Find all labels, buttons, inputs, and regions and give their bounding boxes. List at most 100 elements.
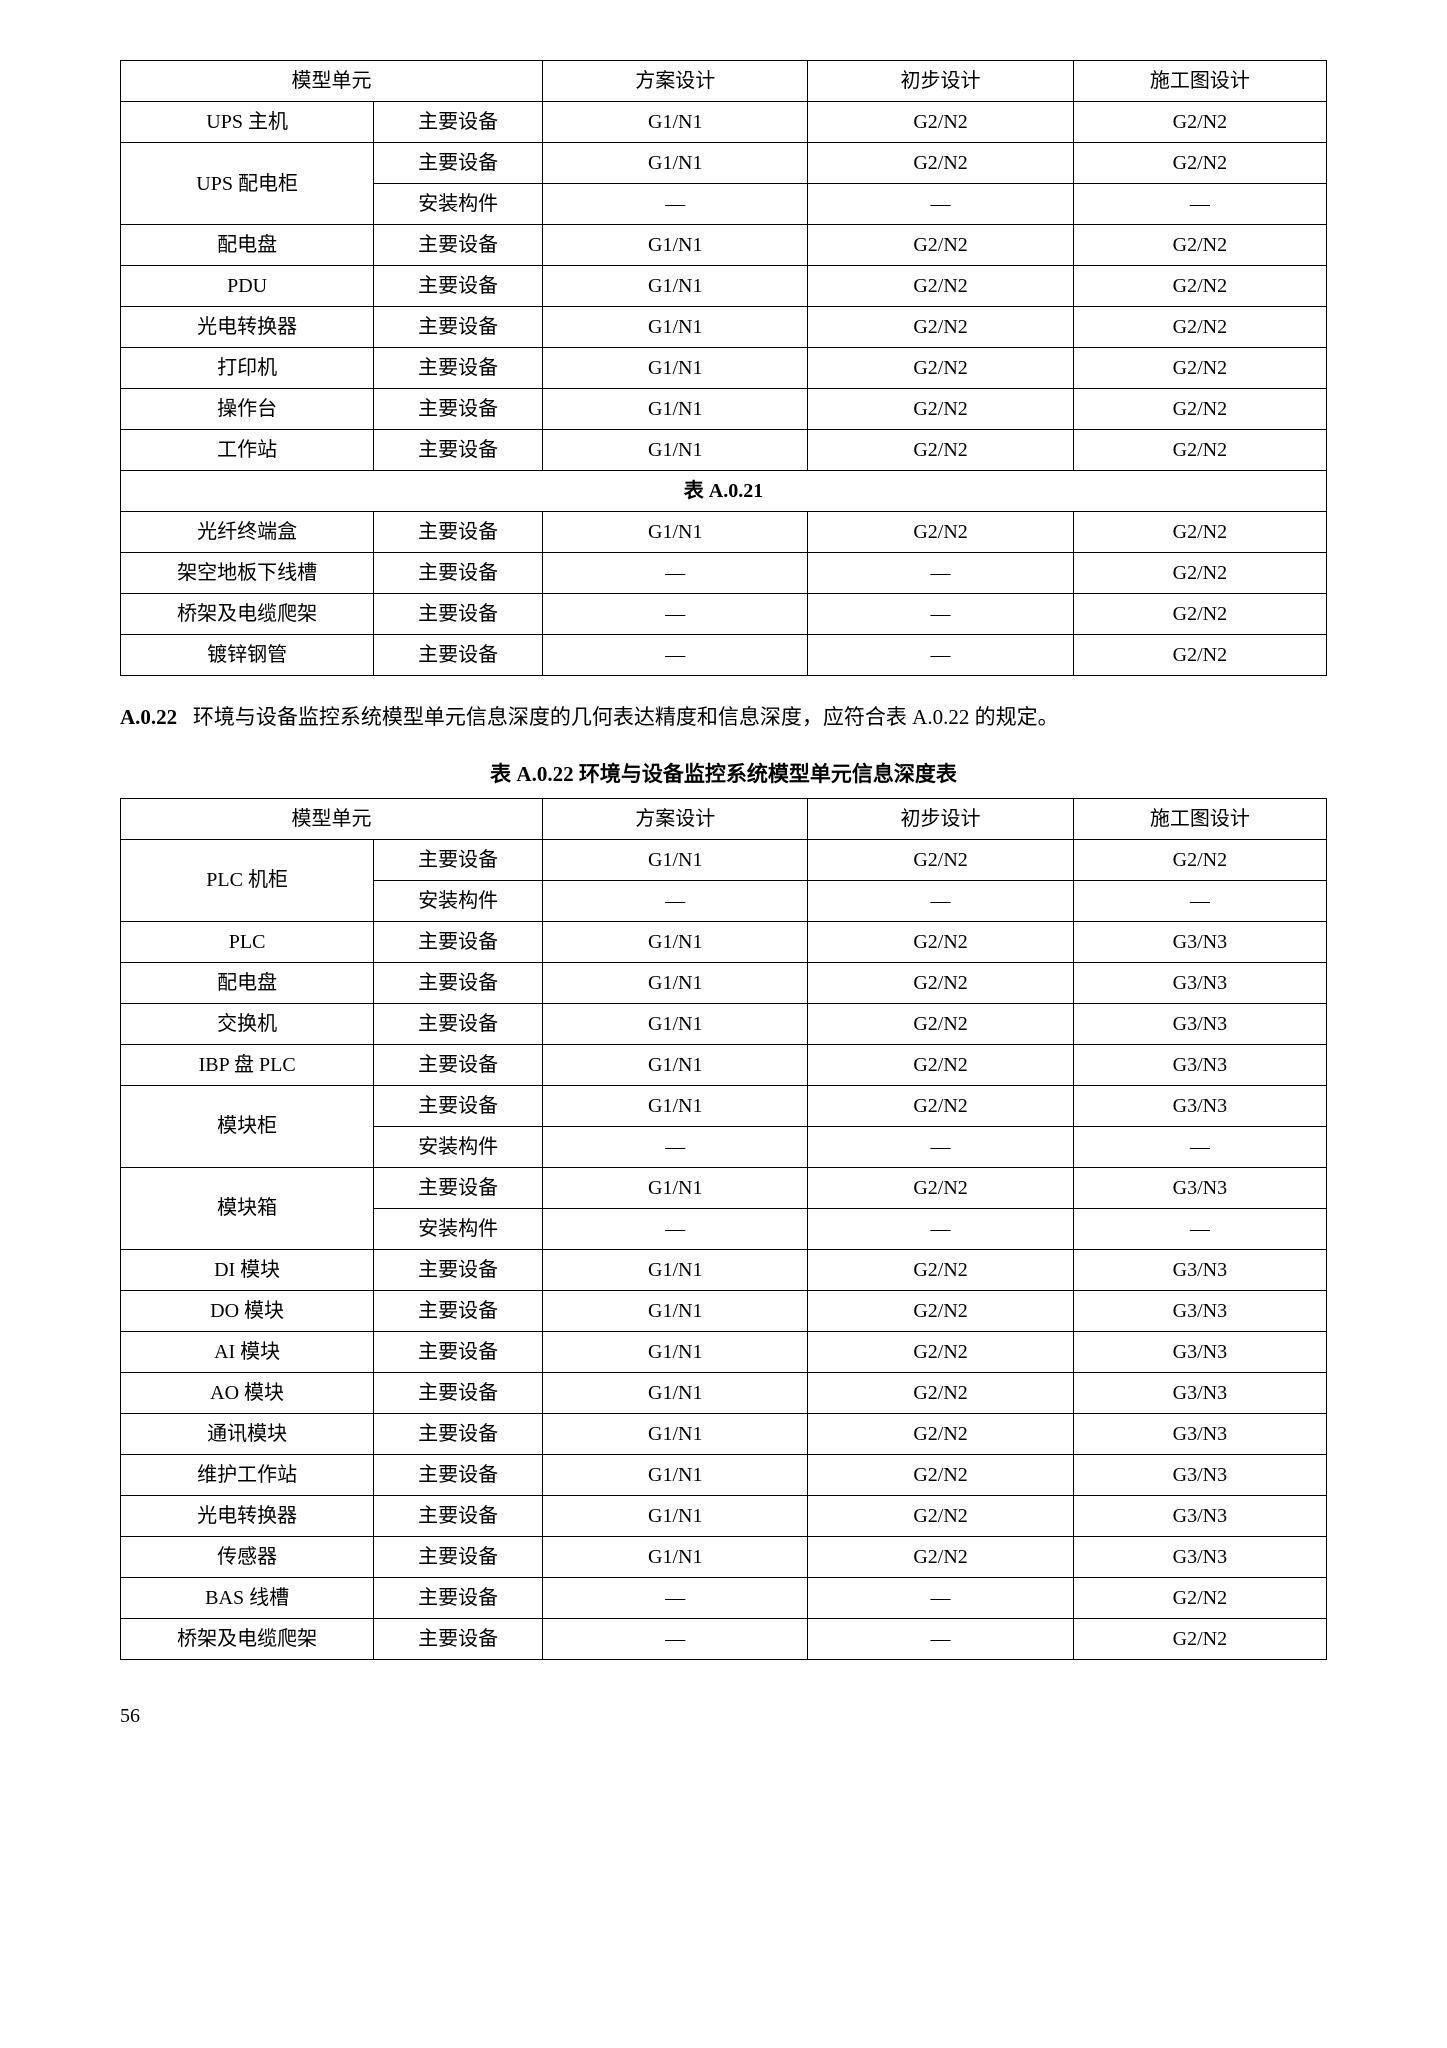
cell-value: G1/N1 <box>543 921 808 962</box>
table-row: 架空地板下线槽主要设备——G2/N2 <box>121 553 1327 594</box>
cell-value: G2/N2 <box>808 1413 1073 1454</box>
cell-type: 主要设备 <box>374 594 543 635</box>
cell-unit: IBP 盘 PLC <box>121 1044 374 1085</box>
cell-type: 主要设备 <box>374 225 543 266</box>
cell-value: G1/N1 <box>543 266 808 307</box>
cell-value: — <box>1073 1208 1326 1249</box>
cell-unit: UPS 主机 <box>121 102 374 143</box>
table-row: 桥架及电缆爬架主要设备——G2/N2 <box>121 1618 1327 1659</box>
cell-type: 主要设备 <box>374 1290 543 1331</box>
header-unit: 模型单元 <box>121 61 543 102</box>
cell-unit: 打印机 <box>121 348 374 389</box>
paragraph-text <box>182 705 193 729</box>
table-row: 工作站主要设备G1/N1G2/N2G2/N2 <box>121 430 1327 471</box>
cell-value: G1/N1 <box>543 512 808 553</box>
cell-type: 主要设备 <box>374 1577 543 1618</box>
cell-value: — <box>808 1577 1073 1618</box>
header-c3: 施工图设计 <box>1073 61 1326 102</box>
cell-type: 主要设备 <box>374 1618 543 1659</box>
cell-type: 主要设备 <box>374 1331 543 1372</box>
cell-unit: AO 模块 <box>121 1372 374 1413</box>
table-row: 模块柜主要设备G1/N1G2/N2G3/N3 <box>121 1085 1327 1126</box>
cell-unit: DO 模块 <box>121 1290 374 1331</box>
cell-value: G2/N2 <box>1073 594 1326 635</box>
cell-value: G2/N2 <box>808 348 1073 389</box>
cell-value: G2/N2 <box>1073 143 1326 184</box>
cell-value: G1/N1 <box>543 1249 808 1290</box>
cell-value: — <box>543 635 808 676</box>
cell-value: G2/N2 <box>1073 553 1326 594</box>
cell-type: 主要设备 <box>374 635 543 676</box>
table-row: 操作台主要设备G1/N1G2/N2G2/N2 <box>121 389 1327 430</box>
cell-unit: 通讯模块 <box>121 1413 374 1454</box>
cell-type: 主要设备 <box>374 266 543 307</box>
cell-type: 主要设备 <box>374 1413 543 1454</box>
cell-value: — <box>808 880 1073 921</box>
cell-type: 主要设备 <box>374 430 543 471</box>
cell-value: G2/N2 <box>1073 430 1326 471</box>
table-row: 配电盘主要设备G1/N1G2/N2G3/N3 <box>121 962 1327 1003</box>
table-row: IBP 盘 PLC主要设备G1/N1G2/N2G3/N3 <box>121 1044 1327 1085</box>
cell-type: 主要设备 <box>374 102 543 143</box>
cell-value: G2/N2 <box>808 225 1073 266</box>
cell-value: G1/N1 <box>543 1167 808 1208</box>
table-section-divider: 表 A.0.21 <box>121 471 1327 512</box>
cell-value: — <box>543 1618 808 1659</box>
cell-value: G1/N1 <box>543 1413 808 1454</box>
cell-type: 主要设备 <box>374 1085 543 1126</box>
cell-value: G1/N1 <box>543 1372 808 1413</box>
cell-value: G2/N2 <box>1073 266 1326 307</box>
cell-type: 主要设备 <box>374 1167 543 1208</box>
cell-value: G3/N3 <box>1073 1167 1326 1208</box>
cell-value: G2/N2 <box>808 266 1073 307</box>
cell-value: G2/N2 <box>1073 307 1326 348</box>
cell-value: G3/N3 <box>1073 1372 1326 1413</box>
table-row: AO 模块主要设备G1/N1G2/N2G3/N3 <box>121 1372 1327 1413</box>
cell-value: G1/N1 <box>543 1085 808 1126</box>
table-row: PLC主要设备G1/N1G2/N2G3/N3 <box>121 921 1327 962</box>
cell-unit: 光电转换器 <box>121 1495 374 1536</box>
cell-type: 主要设备 <box>374 1003 543 1044</box>
table-row: DI 模块主要设备G1/N1G2/N2G3/N3 <box>121 1249 1327 1290</box>
header-c3: 施工图设计 <box>1073 798 1326 839</box>
cell-unit: UPS 配电柜 <box>121 143 374 225</box>
cell-value: G3/N3 <box>1073 1495 1326 1536</box>
table-a022-caption: 表 A.0.22 环境与设备监控系统模型单元信息深度表 <box>120 758 1327 792</box>
cell-value: G1/N1 <box>543 430 808 471</box>
table-row: 打印机主要设备G1/N1G2/N2G2/N2 <box>121 348 1327 389</box>
cell-type: 主要设备 <box>374 1044 543 1085</box>
cell-value: G1/N1 <box>543 1331 808 1372</box>
table-row: 传感器主要设备G1/N1G2/N2G3/N3 <box>121 1536 1327 1577</box>
table-header-row: 模型单元 方案设计 初步设计 施工图设计 <box>121 61 1327 102</box>
cell-value: G1/N1 <box>543 1003 808 1044</box>
cell-type: 主要设备 <box>374 143 543 184</box>
cell-unit: 架空地板下线槽 <box>121 553 374 594</box>
table-a022: 模型单元 方案设计 初步设计 施工图设计 PLC 机柜主要设备G1/N1G2/N… <box>120 798 1327 1660</box>
cell-value: — <box>808 594 1073 635</box>
cell-type: 主要设备 <box>374 348 543 389</box>
cell-value: G3/N3 <box>1073 1536 1326 1577</box>
cell-value: — <box>1073 1126 1326 1167</box>
cell-value: G3/N3 <box>1073 921 1326 962</box>
cell-type: 安装构件 <box>374 1208 543 1249</box>
table-row: BAS 线槽主要设备——G2/N2 <box>121 1577 1327 1618</box>
cell-type: 主要设备 <box>374 1454 543 1495</box>
cell-value: G2/N2 <box>1073 635 1326 676</box>
cell-value: — <box>543 1577 808 1618</box>
cell-value: — <box>1073 880 1326 921</box>
cell-value: — <box>808 1126 1073 1167</box>
cell-value: G2/N2 <box>808 962 1073 1003</box>
cell-unit: 模块箱 <box>121 1167 374 1249</box>
table-row: 通讯模块主要设备G1/N1G2/N2G3/N3 <box>121 1413 1327 1454</box>
cell-unit: 操作台 <box>121 389 374 430</box>
cell-type: 主要设备 <box>374 1536 543 1577</box>
header-c2: 初步设计 <box>808 798 1073 839</box>
cell-value: G3/N3 <box>1073 1249 1326 1290</box>
cell-value: G2/N2 <box>1073 225 1326 266</box>
cell-unit: 光纤终端盒 <box>121 512 374 553</box>
cell-value: G2/N2 <box>1073 348 1326 389</box>
cell-type: 安装构件 <box>374 184 543 225</box>
table-row: 光纤终端盒主要设备G1/N1G2/N2G2/N2 <box>121 512 1327 553</box>
table-row: AI 模块主要设备G1/N1G2/N2G3/N3 <box>121 1331 1327 1372</box>
cell-value: G1/N1 <box>543 307 808 348</box>
